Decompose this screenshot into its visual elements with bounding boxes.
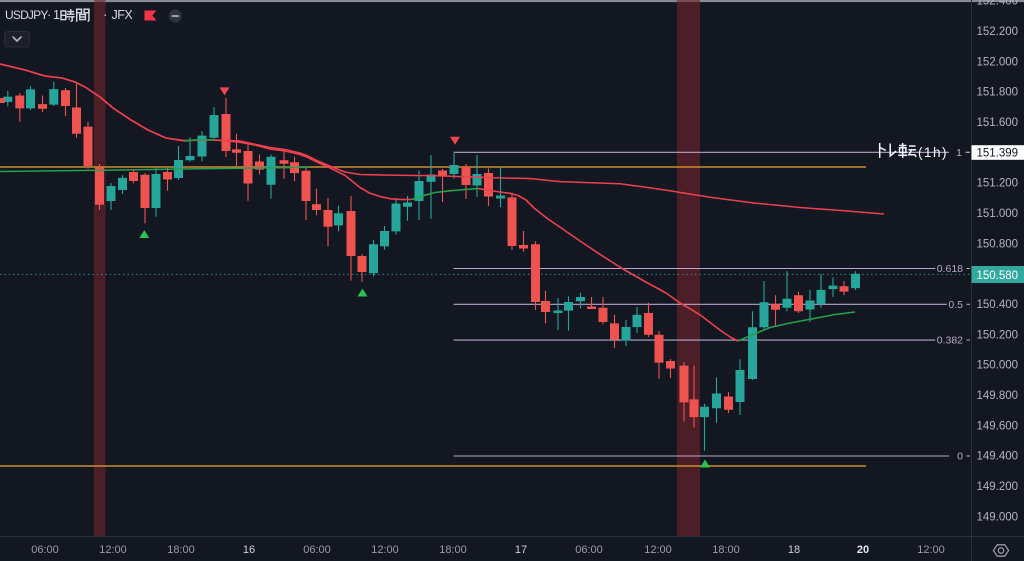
svg-text:151.000: 151.000 [977, 208, 1019, 220]
svg-text:18: 18 [788, 544, 800, 556]
svg-text:·: · [103, 7, 107, 22]
svg-text:06:00: 06:00 [303, 544, 331, 556]
svg-text:12:00: 12:00 [644, 544, 672, 556]
svg-text:JFX: JFX [112, 8, 134, 22]
svg-text:149.600: 149.600 [977, 420, 1019, 432]
svg-text:149.800: 149.800 [977, 390, 1019, 402]
svg-text:06:00: 06:00 [31, 544, 59, 556]
svg-text:12:00: 12:00 [99, 544, 127, 556]
svg-text:16: 16 [243, 544, 255, 556]
svg-text:149.400: 149.400 [977, 451, 1019, 463]
svg-text:151.399: 151.399 [977, 148, 1019, 160]
svg-text:·: · [47, 7, 51, 22]
svg-text:0: 0 [957, 451, 963, 463]
svg-text:USDJPY: USDJPY [5, 8, 48, 22]
svg-text:150.800: 150.800 [977, 238, 1019, 250]
svg-text:1: 1 [956, 147, 962, 159]
svg-text:18:00: 18:00 [439, 544, 467, 556]
svg-text:06:00: 06:00 [575, 544, 603, 556]
svg-text:152.000: 152.000 [977, 56, 1019, 68]
svg-text:1: 1 [957, 147, 963, 159]
svg-text:0.382: 0.382 [937, 335, 963, 347]
svg-text:151.200: 151.200 [977, 178, 1019, 190]
svg-text:151.800: 151.800 [977, 87, 1019, 99]
svg-text:150.000: 150.000 [977, 360, 1019, 372]
svg-text:149.200: 149.200 [977, 481, 1019, 493]
svg-text:152.200: 152.200 [977, 26, 1019, 38]
svg-text:1: 1 [53, 8, 60, 22]
svg-text:18:00: 18:00 [167, 544, 195, 556]
svg-text:12:00: 12:00 [917, 544, 945, 556]
svg-text:(1h): (1h) [918, 145, 948, 160]
svg-text:150.200: 150.200 [977, 329, 1019, 341]
svg-text:150.580: 150.580 [977, 270, 1019, 282]
svg-text:149.000: 149.000 [977, 511, 1019, 523]
svg-text:0.5: 0.5 [948, 299, 963, 311]
svg-text:150.400: 150.400 [977, 299, 1019, 311]
svg-text:17: 17 [515, 544, 527, 556]
svg-text:0.618: 0.618 [937, 263, 963, 275]
svg-text:20: 20 [857, 544, 869, 556]
svg-text:18:00: 18:00 [712, 544, 740, 556]
svg-text:12:00: 12:00 [371, 544, 399, 556]
svg-text:151.600: 151.600 [977, 117, 1019, 129]
svg-text:152.400: 152.400 [977, 0, 1019, 8]
